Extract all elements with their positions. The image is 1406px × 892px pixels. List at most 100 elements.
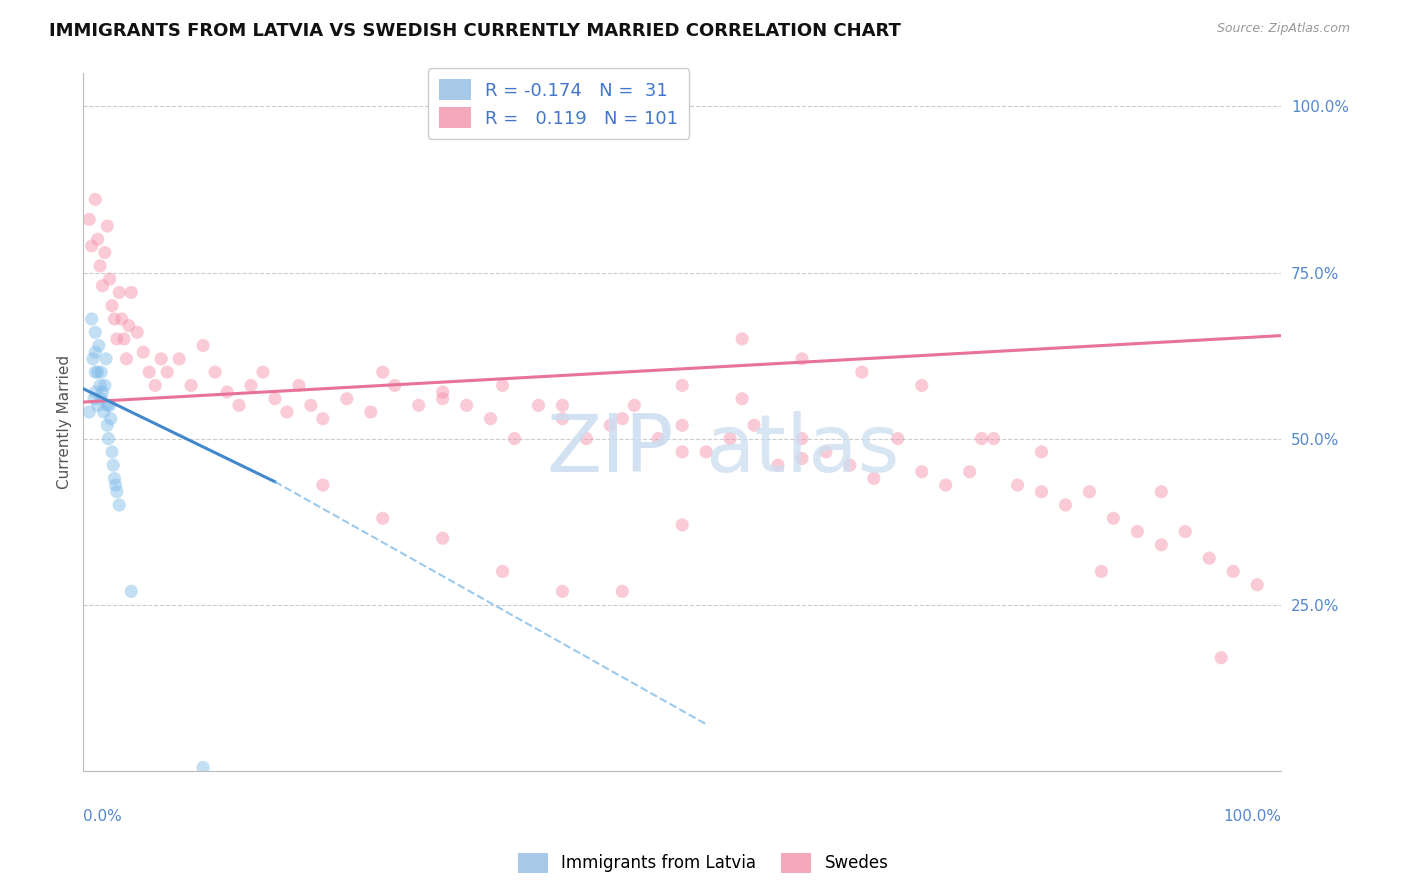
Point <box>204 365 226 379</box>
Point <box>87 338 110 352</box>
Point <box>1126 524 1149 539</box>
Point <box>93 405 115 419</box>
Point <box>790 451 813 466</box>
Point <box>790 432 813 446</box>
Point <box>911 465 934 479</box>
Point <box>77 405 100 419</box>
Point <box>718 432 741 446</box>
Point <box>312 411 335 425</box>
Point <box>1222 565 1244 579</box>
Point <box>731 332 754 346</box>
Point <box>86 232 108 246</box>
Point <box>276 405 298 419</box>
Point <box>103 471 125 485</box>
Point <box>82 351 104 366</box>
Point <box>970 432 993 446</box>
Point <box>167 351 190 366</box>
Legend: Immigrants from Latvia, Swedes: Immigrants from Latvia, Swedes <box>510 847 896 880</box>
Text: atlas: atlas <box>704 411 900 489</box>
Point <box>983 432 1005 446</box>
Point <box>84 193 107 207</box>
Point <box>288 378 311 392</box>
Point <box>127 326 149 340</box>
Point <box>432 392 454 406</box>
Point <box>1150 484 1173 499</box>
Point <box>80 312 103 326</box>
Point <box>101 299 124 313</box>
Point <box>299 398 322 412</box>
Point <box>83 392 105 406</box>
Point <box>191 760 214 774</box>
Point <box>935 478 957 492</box>
Point <box>1090 565 1112 579</box>
Point <box>91 278 114 293</box>
Point <box>97 432 120 446</box>
Point <box>90 365 112 379</box>
Point <box>1246 578 1268 592</box>
Point <box>84 385 107 400</box>
Point <box>91 385 114 400</box>
Point <box>612 411 634 425</box>
Point <box>1211 650 1233 665</box>
Point <box>156 365 179 379</box>
Point <box>1150 538 1173 552</box>
Point <box>228 398 250 412</box>
Point <box>551 584 574 599</box>
Point <box>731 392 754 406</box>
Point <box>80 239 103 253</box>
Point <box>527 398 550 412</box>
Point <box>105 484 128 499</box>
Point <box>252 365 274 379</box>
Point <box>103 312 125 326</box>
Point <box>103 458 125 472</box>
Point <box>215 385 238 400</box>
Point <box>111 312 134 326</box>
Point <box>96 398 118 412</box>
Point <box>112 332 135 346</box>
Point <box>599 418 621 433</box>
Point <box>104 478 127 492</box>
Point <box>863 471 886 485</box>
Point <box>143 378 166 392</box>
Point <box>115 351 138 366</box>
Point <box>790 351 813 366</box>
Point <box>671 418 693 433</box>
Point <box>132 345 155 359</box>
Point <box>240 378 263 392</box>
Point <box>1174 524 1197 539</box>
Point <box>432 385 454 400</box>
Point <box>695 445 717 459</box>
Point <box>1031 445 1053 459</box>
Point <box>360 405 382 419</box>
Text: Source: ZipAtlas.com: Source: ZipAtlas.com <box>1216 22 1350 36</box>
Point <box>887 432 910 446</box>
Point <box>503 432 526 446</box>
Point <box>84 365 107 379</box>
Text: IMMIGRANTS FROM LATVIA VS SWEDISH CURRENTLY MARRIED CORRELATION CHART: IMMIGRANTS FROM LATVIA VS SWEDISH CURREN… <box>49 22 901 40</box>
Point <box>814 445 837 459</box>
Point <box>101 445 124 459</box>
Point <box>180 378 202 392</box>
Point <box>77 212 100 227</box>
Point <box>108 285 131 300</box>
Point <box>491 565 513 579</box>
Point <box>766 458 789 472</box>
Point <box>120 285 142 300</box>
Point <box>671 517 693 532</box>
Point <box>551 398 574 412</box>
Point <box>838 458 860 472</box>
Point <box>89 259 111 273</box>
Point <box>1054 498 1077 512</box>
Point <box>1198 551 1220 566</box>
Point <box>371 511 394 525</box>
Point <box>94 245 117 260</box>
Point <box>86 398 108 412</box>
Point <box>86 365 108 379</box>
Point <box>336 392 359 406</box>
Point <box>108 498 131 512</box>
Point <box>84 345 107 359</box>
Point <box>1102 511 1125 525</box>
Point <box>118 318 141 333</box>
Point <box>96 219 118 233</box>
Point <box>1007 478 1029 492</box>
